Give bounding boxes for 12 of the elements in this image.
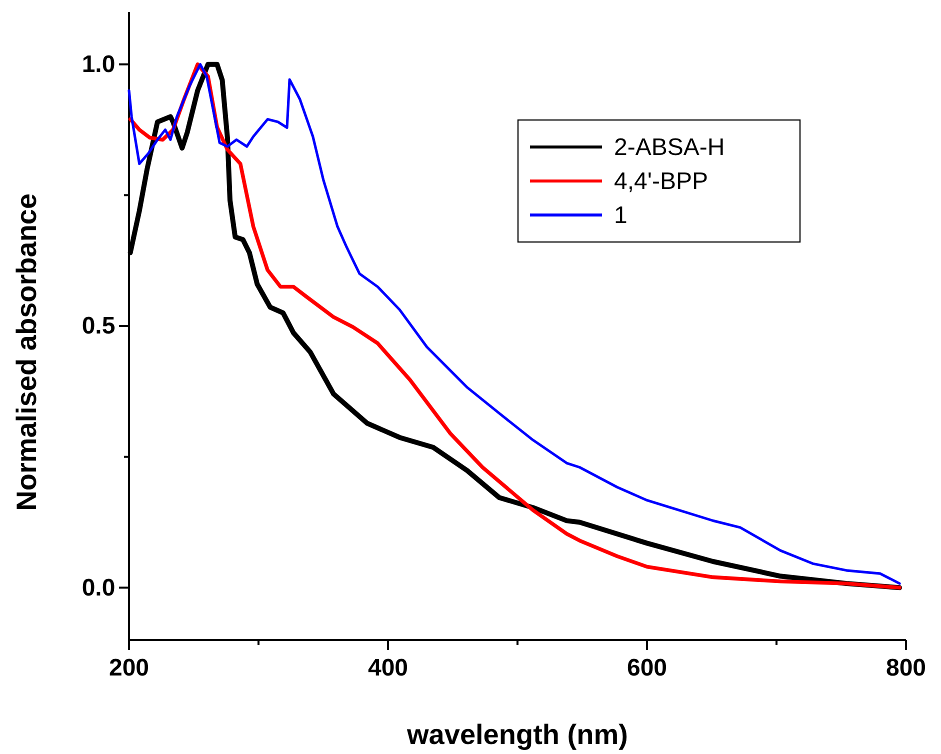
y-axis-title: Normalised absorbance [11, 193, 42, 511]
x-axis-title: wavelength (nm) [406, 719, 628, 750]
x-tick-label: 800 [886, 654, 926, 682]
x-tick-label: 200 [108, 654, 150, 682]
y-tick-label: 1.0 [82, 51, 116, 78]
legend-label: 2-ABSA-H [614, 134, 725, 161]
y-tick-label: 0.5 [82, 312, 116, 340]
y-tick-label: 0.0 [82, 574, 116, 602]
x-tick-label: 600 [626, 654, 668, 682]
legend-label: 4,4'-BPP [614, 168, 708, 195]
x-tick-label: 400 [368, 654, 408, 682]
legend-label: 1 [614, 202, 628, 229]
